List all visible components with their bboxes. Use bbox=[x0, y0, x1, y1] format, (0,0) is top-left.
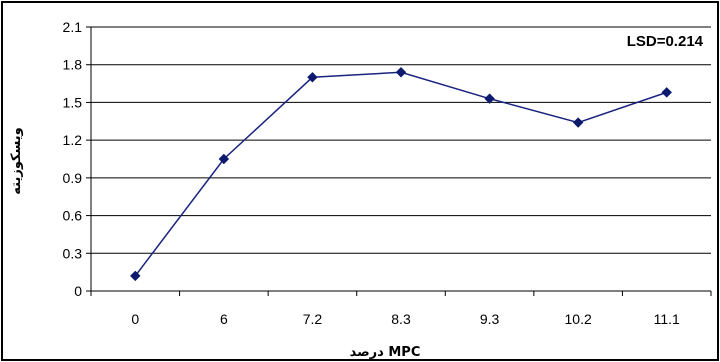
y-tick-label: 1.2 bbox=[63, 132, 83, 148]
data-point bbox=[218, 153, 230, 165]
data-point bbox=[395, 67, 407, 78]
y-tick-label: 0.3 bbox=[63, 245, 83, 261]
x-tick-label: 11.1 bbox=[654, 311, 680, 327]
y-tick-label: 0 bbox=[74, 283, 82, 299]
x-tick-label: 7.2 bbox=[303, 311, 323, 327]
x-tick-label: 0 bbox=[131, 311, 139, 327]
data-point bbox=[307, 72, 318, 83]
x-tick-label: 6 bbox=[220, 311, 228, 327]
x-tick-label: 8.3 bbox=[391, 311, 411, 327]
x-axis-title: درصد MPC bbox=[350, 345, 421, 360]
lsd-annotation: LSD=0.214 bbox=[627, 33, 704, 50]
data-point bbox=[484, 93, 495, 104]
data-markers bbox=[130, 67, 672, 282]
y-tick-label: 0.9 bbox=[63, 170, 83, 186]
x-tick-label: 9.3 bbox=[480, 311, 500, 327]
y-tick-label: 1.5 bbox=[63, 94, 83, 110]
y-tick-label: 1.8 bbox=[63, 57, 83, 73]
data-point bbox=[661, 87, 672, 98]
x-tick-label: 10.2 bbox=[565, 311, 592, 327]
x-axis-ticks: 0 6 7.2 8.3 9.3 10.2 11.1 bbox=[90, 291, 712, 327]
y-tick-label: 0.6 bbox=[63, 208, 83, 224]
data-point bbox=[130, 270, 141, 282]
y-tick-label: 2.1 bbox=[63, 19, 83, 35]
data-point bbox=[572, 117, 584, 128]
y-axis-title: ویسکوزیته bbox=[9, 127, 24, 194]
gridlines bbox=[91, 26, 711, 254]
y-axis-ticks: 0 0.3 0.6 0.9 1.2 1.5 1.8 2.1 bbox=[63, 19, 91, 299]
axes bbox=[90, 27, 711, 292]
